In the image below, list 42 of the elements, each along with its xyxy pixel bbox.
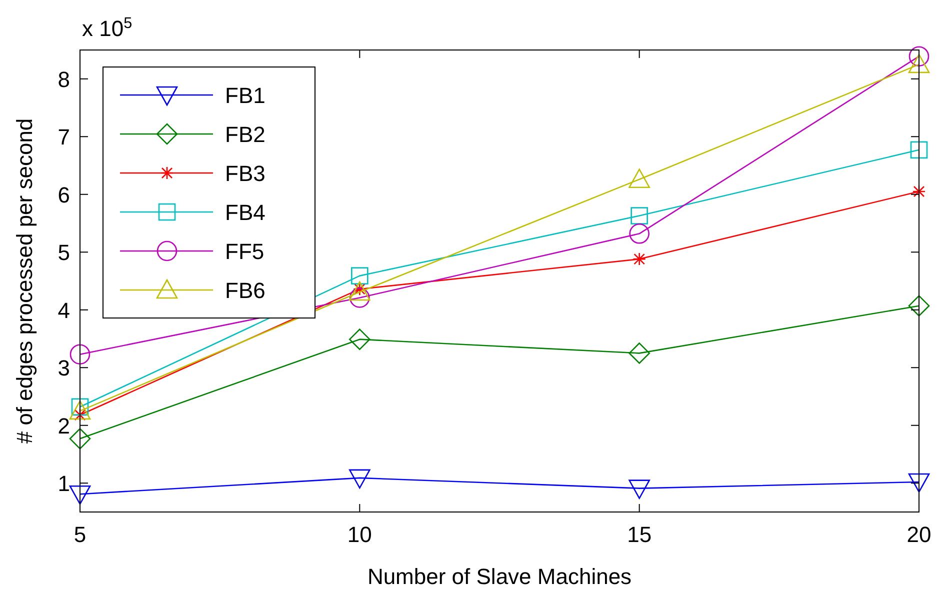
point	[349, 281, 370, 301]
point	[908, 54, 930, 74]
y-tick-label: 8	[58, 66, 70, 92]
point	[350, 288, 370, 308]
legend-label: FB2	[225, 122, 266, 147]
legend-label: FB4	[225, 200, 266, 225]
point	[628, 342, 650, 364]
point	[908, 295, 930, 316]
x-tick-label: 5	[74, 522, 86, 547]
x-tick-label: 10	[347, 522, 372, 547]
point	[69, 485, 91, 505]
legend-label: FF5	[225, 239, 264, 264]
point	[629, 223, 650, 244]
legend-label: FB1	[225, 83, 266, 108]
point	[630, 207, 648, 224]
point	[69, 428, 91, 450]
point	[69, 400, 91, 420]
y-tick-label: 7	[58, 124, 70, 150]
y-axis-title: # of edges processed per second	[12, 118, 37, 444]
point	[908, 473, 930, 493]
y-tick-label: 2	[58, 413, 70, 438]
point	[349, 469, 370, 489]
point	[910, 141, 928, 159]
y-tick-label: 4	[58, 298, 70, 323]
point	[912, 184, 926, 198]
point	[628, 168, 650, 188]
x-tick-label: 15	[627, 522, 652, 547]
text: x 10$^{5}$	[82, 14, 132, 41]
x-tick-label: 20	[906, 522, 932, 547]
point	[351, 267, 368, 284]
point	[628, 480, 650, 499]
legend-label: FB6	[225, 278, 266, 303]
y-tick-label: 3	[58, 356, 70, 381]
y-tick-label: 6	[58, 182, 70, 208]
y-tick-label: 1	[58, 471, 70, 496]
point	[349, 328, 370, 350]
legend-label: FB3	[225, 161, 266, 186]
point	[908, 46, 930, 66]
point	[70, 344, 90, 364]
x-axis-title: Number of Slave Machines	[367, 564, 632, 589]
point	[632, 252, 646, 266]
y-tick-label: 5	[58, 240, 70, 266]
